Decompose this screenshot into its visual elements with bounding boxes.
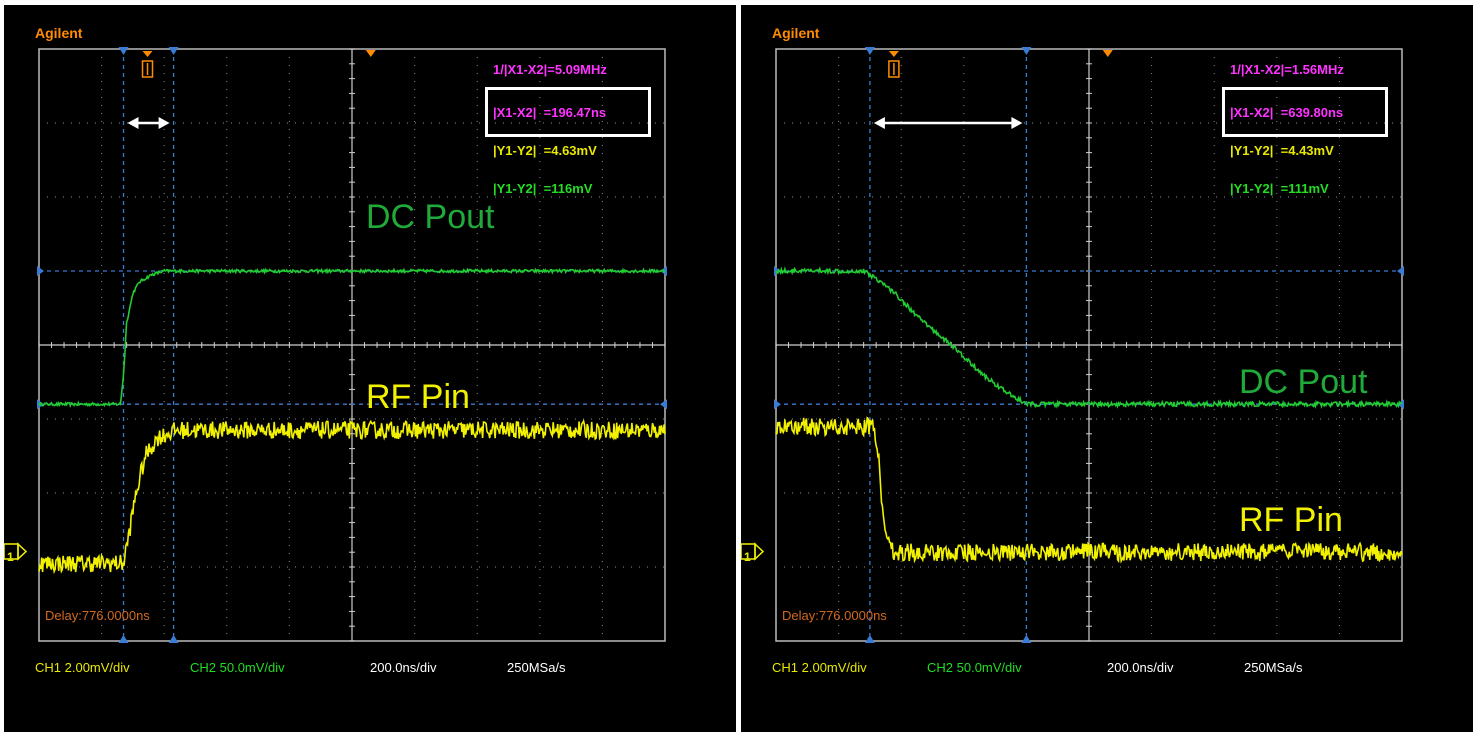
trace-rf-pin — [775, 416, 1403, 564]
status-timebase: 200.0ns/div — [1107, 660, 1174, 675]
trace-dc-pout — [775, 266, 1403, 410]
trace-label-rf-pin: RF Pin — [1239, 501, 1343, 539]
y-cursor-marker — [660, 399, 667, 410]
scope-panel-left: Agilent 1/|X1-X2|=5.09MHz |X1-X2| =196.4… — [4, 5, 736, 732]
trigger-position-marker — [142, 51, 153, 57]
interval-arrow-head-right — [1011, 117, 1023, 129]
status-timebase: 200.0ns/div — [370, 660, 437, 675]
readout-ch1-delta: |Y1-Y2| =4.63mV — [493, 143, 597, 158]
x-cursor-marker — [168, 47, 179, 55]
status-ch2-scale: CH2 50.0mV/div — [190, 660, 285, 675]
x-cursor-marker — [118, 635, 129, 643]
interval-arrow-head-left — [873, 117, 885, 129]
delay-readout: Delay:776.0000ns — [782, 608, 887, 623]
readout-frequency: 1/|X1-X2|=5.09MHz — [493, 62, 607, 77]
y-cursor-marker — [774, 399, 781, 410]
interval-arrow-head-left — [127, 117, 139, 129]
scope-plot-left — [4, 47, 667, 643]
trace-label-dc-pout: DC Pout — [1239, 363, 1368, 401]
scope-plot-right — [741, 47, 1404, 643]
readout-ch1-delta: |Y1-Y2| =4.43mV — [1230, 143, 1334, 158]
trigger-icon — [141, 60, 154, 78]
status-ch2-scale: CH2 50.0mV/div — [927, 660, 1022, 675]
trace-dc-pout — [38, 267, 666, 408]
x-cursor-marker — [118, 47, 129, 55]
status-ch1-scale: CH1 2.00mV/div — [772, 660, 867, 675]
readout-ch2-delta: |Y1-Y2| =111mV — [1230, 181, 1329, 196]
channel-1-marker-arrow — [17, 542, 28, 561]
brand-label: Agilent — [35, 25, 83, 41]
trace-label-dc-pout: DC Pout — [366, 198, 495, 236]
brand-label: Agilent — [772, 25, 820, 41]
y-cursor-marker — [37, 266, 44, 276]
trigger-position-marker — [888, 51, 899, 57]
readout-ch2-delta: |Y1-Y2| =116mV — [493, 181, 593, 196]
trace-rf-pin — [38, 419, 666, 575]
interval-arrow-head-right — [158, 117, 170, 129]
x-cursor-marker — [168, 635, 179, 643]
x-cursor-marker — [864, 47, 875, 55]
channel-1-marker: 1 — [7, 550, 14, 564]
trace-label-rf-pin: RF Pin — [366, 378, 470, 416]
y-cursor-marker — [1397, 266, 1404, 276]
readout-delta-time: |X1-X2| =639.80ns — [1230, 105, 1344, 120]
timebase-center-marker — [1102, 50, 1113, 57]
trigger-icon — [888, 60, 900, 78]
y-cursor-marker — [1397, 399, 1404, 410]
channel-1-marker: 1 — [744, 550, 751, 564]
status-ch1-scale: CH1 2.00mV/div — [35, 660, 130, 675]
y-cursor-marker — [774, 266, 781, 276]
timebase-center-marker — [365, 50, 376, 57]
readout-delta-time: |X1-X2| =196.47ns — [493, 105, 607, 120]
highlight-box — [485, 87, 651, 137]
highlight-box — [1222, 87, 1388, 137]
channel-1-marker-arrow — [754, 542, 765, 561]
scope-panel-right: Agilent 1/|X1-X2|=1.56MHz |X1-X2| =639.8… — [741, 5, 1473, 732]
readout-frequency: 1/|X1-X2|=1.56MHz — [1230, 62, 1344, 77]
status-sample-rate: 250MSa/s — [507, 660, 566, 675]
delay-readout: Delay:776.0000ns — [45, 608, 150, 623]
x-cursor-marker — [1021, 635, 1032, 643]
x-cursor-marker — [1021, 47, 1032, 55]
status-sample-rate: 250MSa/s — [1244, 660, 1303, 675]
x-cursor-marker — [864, 635, 875, 643]
